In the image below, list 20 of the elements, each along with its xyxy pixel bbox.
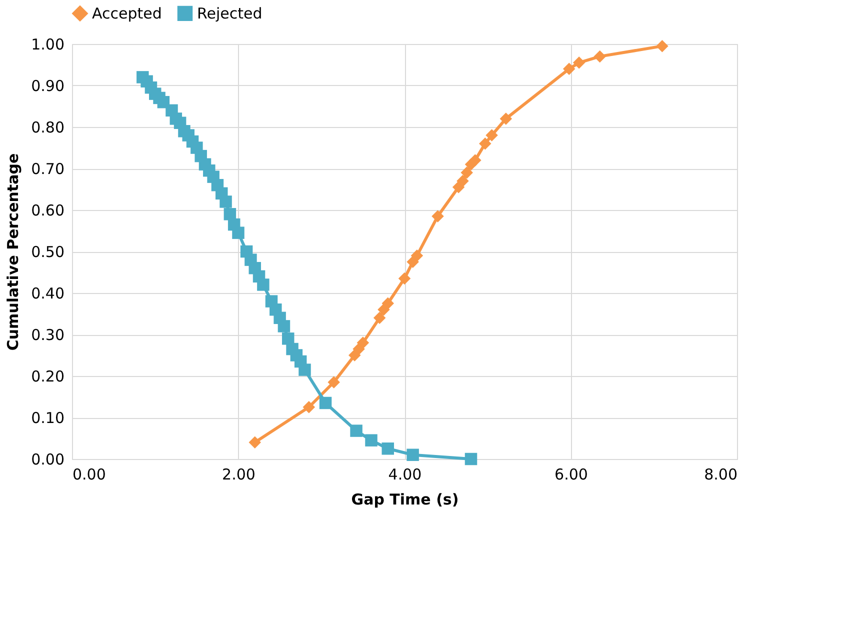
y-tick-label: 0.70 — [31, 160, 64, 178]
y-tick-label: 0.60 — [31, 202, 64, 220]
legend-label: Rejected — [197, 4, 262, 22]
x-tick-label: 6.00 — [554, 466, 588, 484]
y-tick-label: 0.50 — [31, 243, 64, 261]
y-tick-label: 0.10 — [31, 409, 64, 427]
x-axis-title: Gap Time (s) — [351, 490, 459, 508]
y-axis-title: Cumulative Percentage — [4, 153, 22, 351]
y-tick-label: 0.20 — [31, 368, 64, 386]
x-tick-label: 2.00 — [222, 466, 256, 484]
y-tick-label: 0.30 — [31, 326, 64, 344]
y-tick-label: 1.00 — [31, 36, 64, 54]
legend-label: Accepted — [92, 4, 162, 22]
y-tick-label: 0.90 — [31, 77, 64, 95]
y-tick-label: 0.40 — [31, 284, 64, 302]
x-tick-label: 4.00 — [388, 466, 422, 484]
y-tick-label: 0.80 — [31, 118, 64, 136]
x-tick-label: 8.00 — [704, 466, 738, 484]
x-tick-label: 0.00 — [72, 466, 106, 484]
y-tick-label: 0.00 — [31, 450, 64, 468]
